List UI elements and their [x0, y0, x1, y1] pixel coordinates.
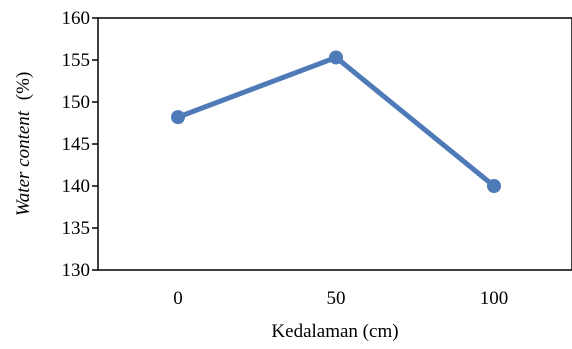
- x-axis-ticks: 0 50 100: [173, 288, 508, 309]
- y-axis-title-unit: (%): [13, 72, 34, 100]
- y-tick-label: 135: [62, 218, 91, 239]
- series-points: [171, 50, 501, 193]
- data-point: [171, 110, 185, 125]
- y-tick-label: 140: [62, 176, 91, 197]
- x-tick-label: 100: [480, 288, 509, 309]
- y-axis-ticks: 130 135 140 145 150 155 160: [62, 8, 98, 281]
- y-tick-label: 155: [62, 50, 91, 71]
- y-tick-label: 145: [62, 134, 91, 155]
- x-tick-label: 0: [173, 288, 183, 309]
- x-axis-title: Kedalaman (cm): [271, 321, 398, 342]
- data-point: [487, 179, 501, 193]
- y-tick-label: 130: [62, 260, 91, 281]
- y-axis-title-main: Water content: [13, 110, 34, 216]
- y-tick-label: 160: [62, 8, 91, 29]
- x-tick-label: 50: [327, 288, 346, 309]
- y-tick-label: 150: [62, 92, 91, 113]
- data-point: [329, 50, 343, 65]
- y-axis-title: Water content (%): [13, 72, 34, 217]
- series-line: [175, 54, 497, 189]
